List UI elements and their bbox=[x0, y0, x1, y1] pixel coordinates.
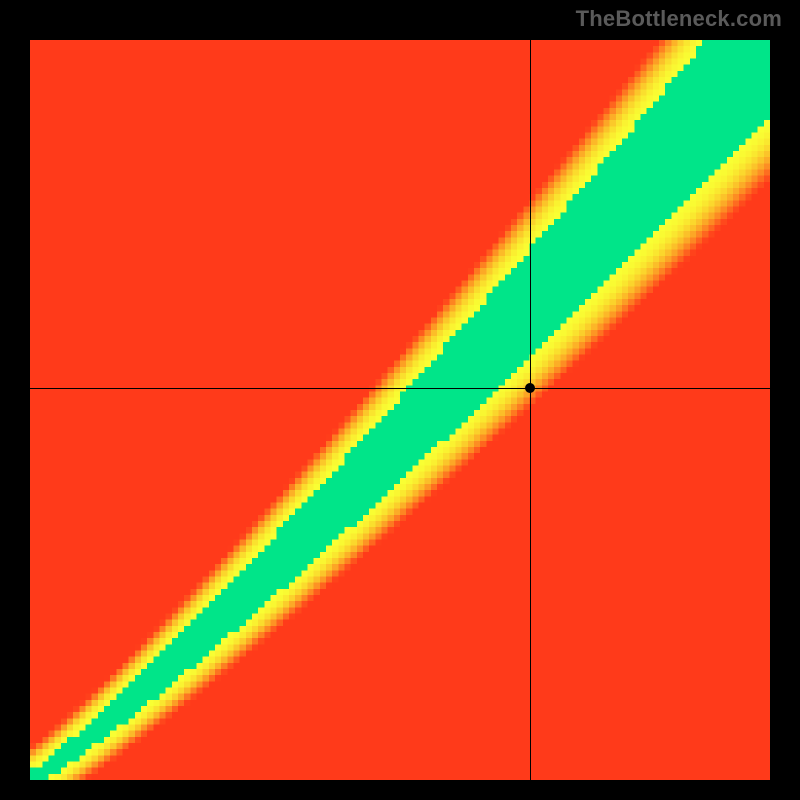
crosshair-dot bbox=[525, 383, 535, 393]
crosshair-vertical bbox=[530, 40, 531, 780]
figure-frame: TheBottleneck.com bbox=[0, 0, 800, 800]
crosshair-horizontal bbox=[30, 388, 770, 389]
attribution-text: TheBottleneck.com bbox=[576, 6, 782, 32]
heatmap-canvas bbox=[30, 40, 770, 780]
heatmap-plot bbox=[30, 40, 770, 780]
